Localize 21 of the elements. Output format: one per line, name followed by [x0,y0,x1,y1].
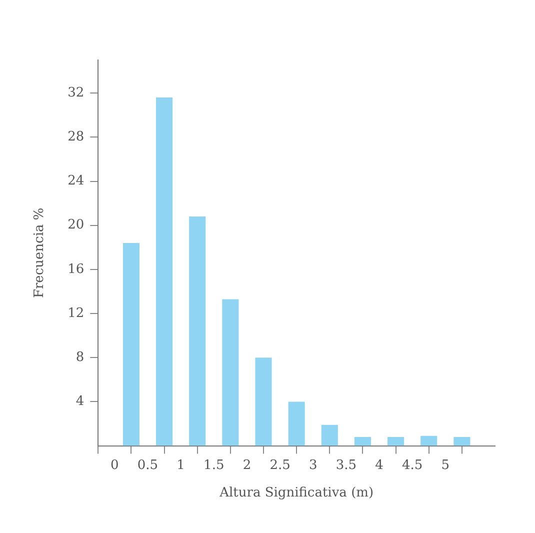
y-tick-label: 12 [68,306,84,321]
x-tick-label: 3 [308,458,318,473]
y-tick-label: 16 [68,262,84,277]
x-axis-title: Altura Significativa (m) [218,486,374,501]
y-tick-label: 8 [76,350,84,365]
y-tick-label: 24 [68,174,84,189]
y-tick-label: 4 [76,394,84,410]
x-tick-label: 1 [176,458,185,473]
y-tick-label: 32 [68,85,84,100]
x-tick-label: 2 [242,458,252,473]
x-tick-label: 2.5 [270,458,290,473]
x-tick-label: 5 [441,458,450,473]
x-tick-label: 4.5 [402,458,423,473]
y-tick-label: 28 [68,130,84,145]
x-tick-label: 4 [375,458,384,473]
x-tick-label: 3.5 [336,458,357,473]
y-tick-label: 20 [68,218,84,233]
x-tick-label: 1.5 [204,458,224,473]
x-tick-label: 0.5 [137,458,158,473]
x-tick-label: 0 [110,458,119,473]
y-axis-title: Frecuencia % [32,208,48,298]
